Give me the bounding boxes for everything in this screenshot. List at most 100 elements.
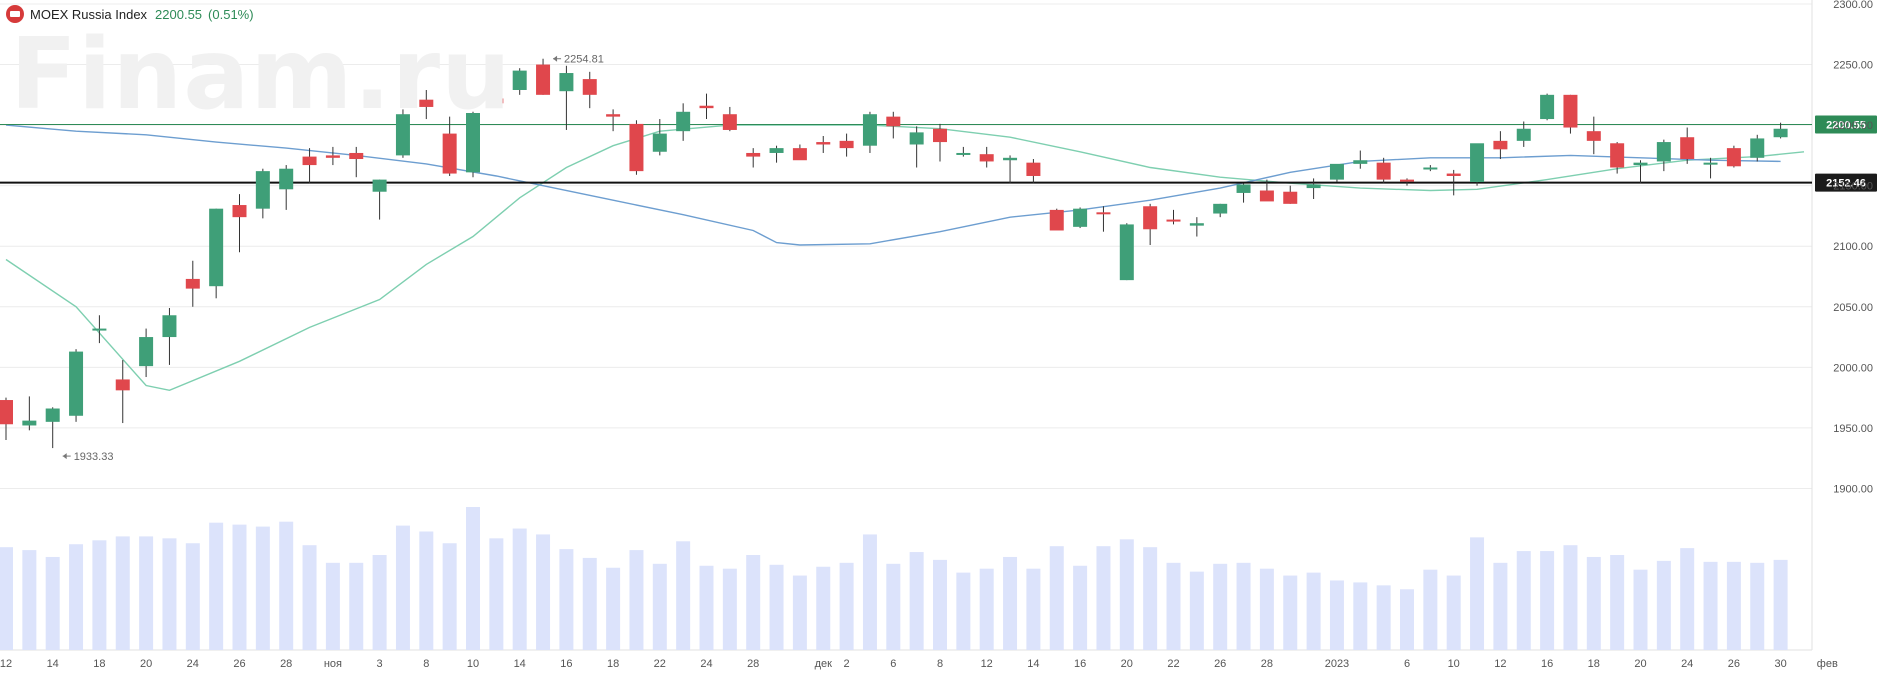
candles xyxy=(0,58,1788,449)
candle-body xyxy=(232,205,247,218)
moex-logo-icon xyxy=(6,5,24,23)
y-tick-label: 2050.00 xyxy=(1833,302,1873,314)
x-tick-label: 22 xyxy=(1167,658,1179,670)
x-tick-label: 26 xyxy=(1728,658,1740,670)
candle-body xyxy=(1750,138,1765,158)
candle-body xyxy=(372,179,387,192)
candle-body xyxy=(279,168,294,190)
candle-body xyxy=(1166,219,1181,222)
y-tick-label: 1900.00 xyxy=(1833,483,1873,495)
y-axis: 2300.00 2250.00 2200.00 2150.00 2100.00 2050.… xyxy=(1833,0,1873,495)
volume-bar xyxy=(419,531,434,650)
x-tick-label: фев xyxy=(1817,658,1838,670)
x-tick-label: 30 xyxy=(1774,658,1786,670)
volume-bar xyxy=(1306,572,1321,650)
volume-bar xyxy=(1470,537,1485,650)
volume-bar xyxy=(699,565,714,650)
x-tick-label: 16 xyxy=(1541,658,1553,670)
candle-body xyxy=(1283,191,1298,204)
candle-body xyxy=(92,328,107,331)
candle-body xyxy=(185,278,200,289)
volume-bar xyxy=(1236,562,1251,650)
y-tick-label: 2300.00 xyxy=(1833,0,1873,11)
candle-body xyxy=(816,142,831,145)
candle-body xyxy=(1470,143,1485,183)
x-tick-label: 3 xyxy=(377,658,383,670)
watermark: Finam.ru xyxy=(10,18,512,132)
candle-body xyxy=(1446,173,1461,176)
x-tick-label: 6 xyxy=(890,658,896,670)
candle-body xyxy=(1376,162,1391,180)
volume-bar xyxy=(279,521,294,650)
candle-body xyxy=(442,133,457,174)
candle-body xyxy=(1680,137,1695,160)
candle-body xyxy=(559,73,574,92)
volume-bar xyxy=(442,543,457,650)
x-tick-label: 18 xyxy=(93,658,105,670)
volume-bar xyxy=(232,524,247,650)
x-tick-label: 12 xyxy=(981,658,993,670)
candle-body xyxy=(1189,223,1204,226)
volume-bar xyxy=(45,556,60,650)
x-tick-label: 24 xyxy=(700,658,712,670)
candle-body xyxy=(862,114,877,146)
annotation-label: 2254.81 xyxy=(564,54,604,66)
candle-body xyxy=(582,79,597,95)
candle-body xyxy=(606,114,621,117)
candle-body xyxy=(419,99,434,107)
candle-body xyxy=(1610,143,1625,168)
volume-bar xyxy=(512,528,527,650)
x-tick-label: 10 xyxy=(1448,658,1460,670)
price-change: (0.51%) xyxy=(208,6,254,22)
volume-bar xyxy=(1329,580,1344,650)
volume-bar xyxy=(1610,554,1625,650)
annotation-arrowhead xyxy=(553,55,558,62)
candle-body xyxy=(1119,224,1134,281)
volume-bar xyxy=(956,572,971,650)
candle-body xyxy=(722,114,737,130)
moving-averages xyxy=(5,124,1805,392)
candle-body xyxy=(69,351,84,416)
candle-body xyxy=(1586,131,1601,141)
volume-bar xyxy=(816,566,831,650)
volume-bar xyxy=(1049,546,1064,650)
y-tick-label: 2150.00 xyxy=(1833,181,1873,193)
volume-bar xyxy=(302,545,317,650)
volume-bar xyxy=(1400,589,1414,650)
candle-body xyxy=(536,64,551,95)
candle-body xyxy=(933,128,947,143)
volume-bar xyxy=(886,563,901,650)
candle-body xyxy=(466,113,480,173)
x-tick-label: 20 xyxy=(140,658,152,670)
candle-body xyxy=(1026,162,1041,176)
volume-bar xyxy=(1423,569,1438,650)
volume-bar xyxy=(1726,561,1741,650)
volume-bar xyxy=(1633,569,1648,650)
volume-bar xyxy=(933,559,947,650)
candle-body xyxy=(162,315,177,338)
x-tick-label: 28 xyxy=(747,658,759,670)
volume-bar xyxy=(466,507,480,650)
last-price-tag-bg xyxy=(1815,115,1877,134)
volume-bar xyxy=(746,554,761,650)
volume-bar xyxy=(1563,545,1578,650)
instrument-name: MOEX Russia Index xyxy=(30,6,148,22)
volume-bar xyxy=(1119,539,1134,650)
volume-bar xyxy=(372,554,387,650)
candle-body xyxy=(1073,208,1088,227)
volume-bar xyxy=(722,568,737,650)
x-tick-label: 16 xyxy=(560,658,572,670)
x-tick-label: 28 xyxy=(1261,658,1273,670)
volume-bar xyxy=(582,557,597,650)
volume-bar xyxy=(792,575,807,650)
volume-bar xyxy=(1166,562,1181,650)
candle-body xyxy=(1516,128,1531,141)
y-tick-label: 2000.00 xyxy=(1833,362,1873,374)
volume-bar xyxy=(115,536,130,650)
candle-body xyxy=(115,379,130,391)
candle-body xyxy=(1703,162,1718,165)
volume-bar xyxy=(536,534,551,650)
volume-bar xyxy=(139,536,154,650)
candle-body xyxy=(1633,162,1648,166)
